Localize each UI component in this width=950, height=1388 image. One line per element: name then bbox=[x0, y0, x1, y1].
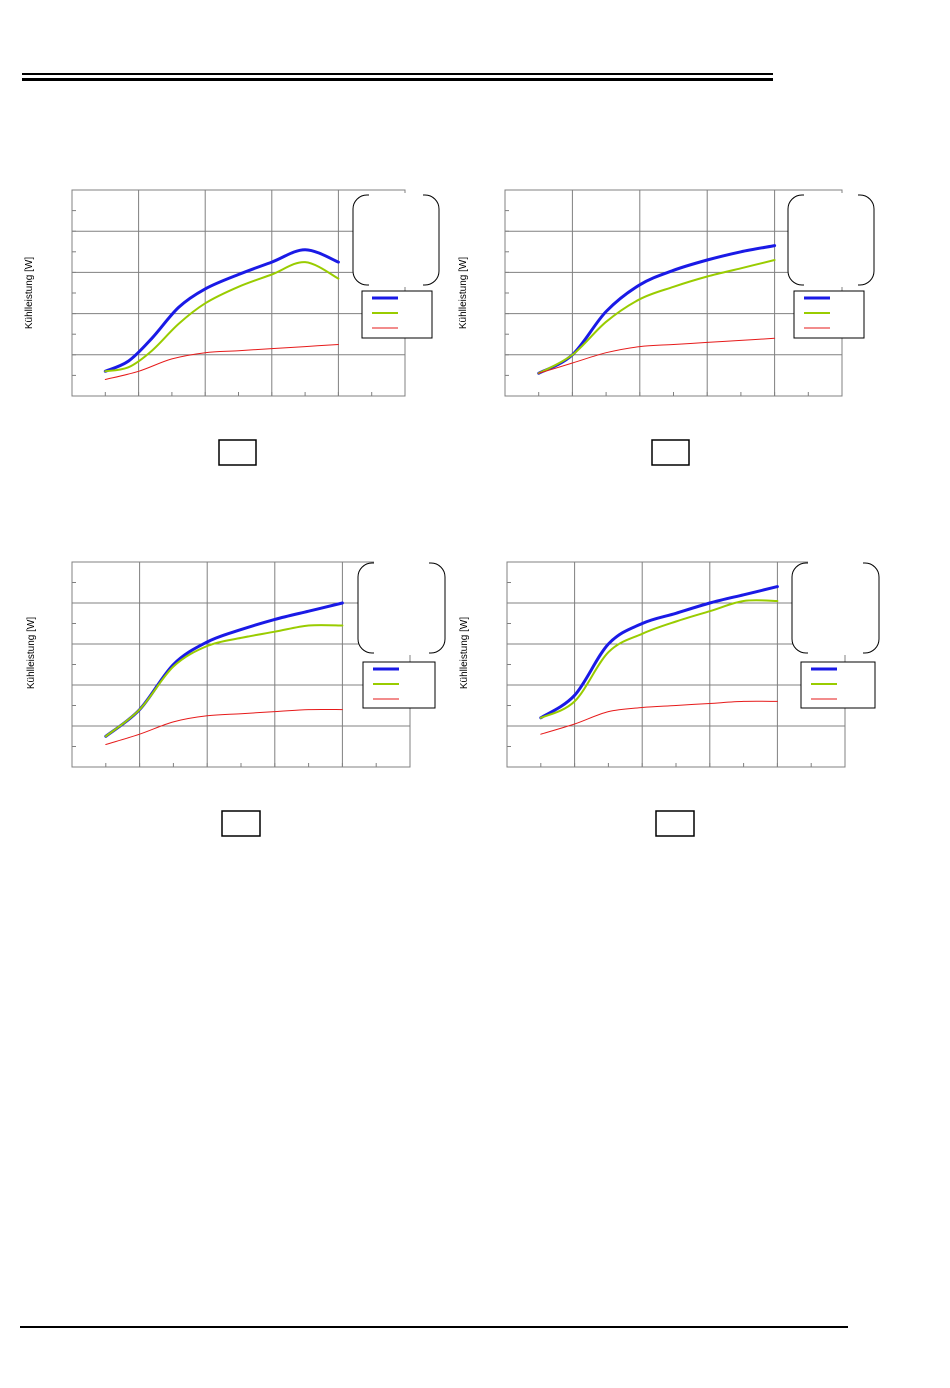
series-line-2 bbox=[104, 261, 340, 373]
legend bbox=[361, 290, 433, 339]
series-line-3 bbox=[104, 344, 339, 380]
caption-box bbox=[655, 810, 695, 837]
series-line-2 bbox=[539, 599, 779, 719]
legend bbox=[800, 661, 876, 709]
series-line-3 bbox=[540, 700, 778, 735]
series-line-2 bbox=[537, 259, 776, 375]
top-rule bbox=[22, 73, 773, 81]
series-line-1 bbox=[539, 585, 779, 720]
legend-label-box-gap bbox=[369, 193, 423, 287]
caption-box bbox=[218, 439, 257, 466]
legend bbox=[362, 661, 436, 709]
caption-box bbox=[651, 439, 690, 466]
top-rule-line-thick bbox=[22, 78, 773, 81]
y-axis-label: Kühlleistung [W] bbox=[458, 257, 469, 329]
chart-4: Kühlleistung [W] bbox=[459, 561, 880, 837]
series-line-3 bbox=[538, 337, 776, 374]
legend-label-box-gap bbox=[804, 193, 858, 287]
legend bbox=[793, 290, 865, 339]
y-axis-label: Kühlleistung [W] bbox=[26, 617, 37, 689]
caption-box bbox=[221, 810, 261, 837]
legend-label-box-gap bbox=[808, 561, 863, 655]
chart-1: Kühlleistung [W] bbox=[24, 189, 440, 466]
chart-3: Kühlleistung [W] bbox=[26, 561, 446, 837]
series-line-1 bbox=[104, 601, 344, 738]
top-rule-line-thin bbox=[22, 73, 773, 75]
series-line-2 bbox=[104, 624, 344, 738]
series-line-1 bbox=[103, 248, 340, 373]
chart-2: Kühlleistung [W] bbox=[458, 189, 875, 466]
bottom-rule bbox=[20, 1326, 848, 1328]
legend-label-box-gap bbox=[374, 561, 429, 655]
y-axis-label: Kühlleistung [W] bbox=[459, 617, 470, 689]
series-line-3 bbox=[105, 708, 343, 745]
y-axis-label: Kühlleistung [W] bbox=[24, 257, 35, 329]
